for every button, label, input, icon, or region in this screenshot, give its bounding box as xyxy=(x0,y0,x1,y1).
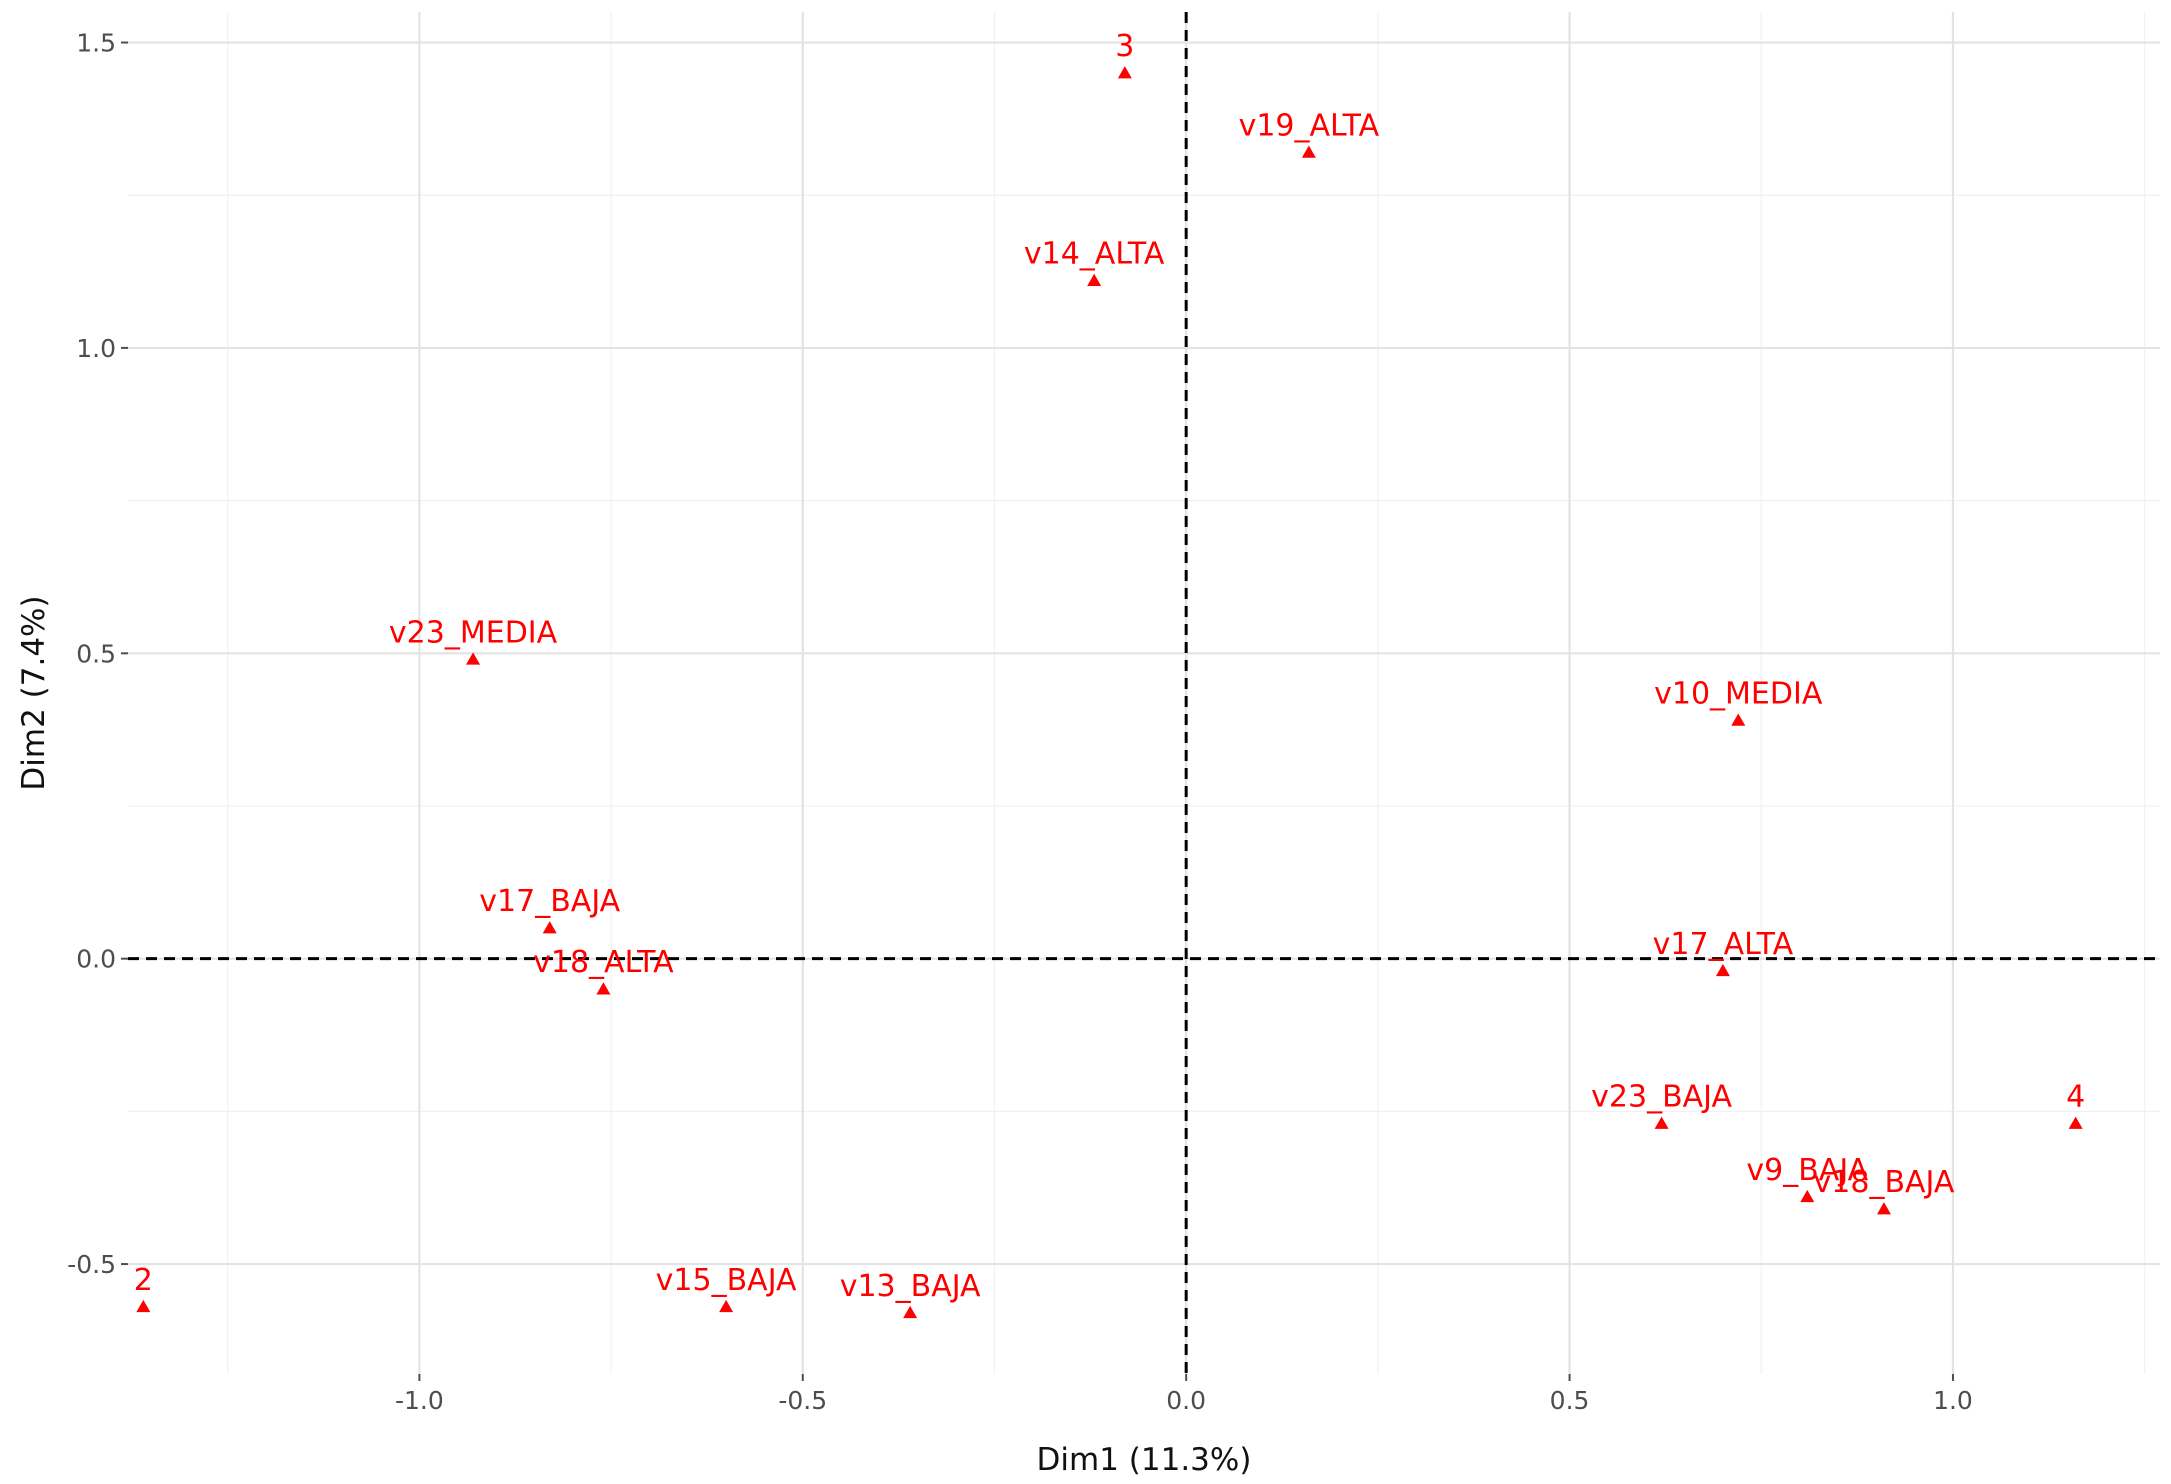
point-label-5: v17_BAJA xyxy=(479,884,620,919)
point-label-6: v18_ALTA xyxy=(533,945,674,980)
point-label-8: v23_BAJA xyxy=(1591,1080,1732,1115)
data-point-11: v18_BAJA xyxy=(1814,1165,1955,1215)
data-point-14: v13_BAJA xyxy=(840,1269,981,1319)
data-point-12: 2 xyxy=(134,1263,153,1313)
data-point-9: 4 xyxy=(2066,1080,2085,1129)
data-point-7: v17_ALTA xyxy=(1653,927,1794,977)
data-point-10: v9_BAJA xyxy=(1746,1153,1869,1203)
point-marker-6 xyxy=(596,982,611,995)
point-marker-12 xyxy=(136,1299,151,1313)
data-point-3: v23_MEDIA xyxy=(389,615,558,665)
y-tick-label-0: -0.5 xyxy=(67,1250,116,1279)
point-marker-10 xyxy=(1800,1189,1815,1203)
data-point-5: v17_BAJA xyxy=(479,884,621,934)
point-label-11: v18_BAJA xyxy=(1814,1165,1955,1200)
x-tick-label-3: 0.5 xyxy=(1550,1386,1590,1415)
point-marker-9 xyxy=(2068,1116,2083,1129)
point-marker-4 xyxy=(1731,713,1746,726)
data-point-2: v14_ALTA xyxy=(1024,237,1165,286)
point-label-14: v13_BAJA xyxy=(840,1269,981,1304)
point-label-13: v15_BAJA xyxy=(656,1263,797,1298)
x-tick-label-2: 0.0 xyxy=(1166,1386,1206,1415)
point-label-2: v14_ALTA xyxy=(1024,237,1165,272)
data-point-6: v18_ALTA xyxy=(533,945,674,995)
point-label-12: 2 xyxy=(134,1263,153,1298)
point-label-7: v17_ALTA xyxy=(1653,927,1794,962)
point-marker-1 xyxy=(1301,145,1316,158)
point-marker-7 xyxy=(1715,963,1730,977)
point-label-9: 4 xyxy=(2066,1080,2085,1115)
y-tick-label-4: 1.5 xyxy=(76,29,116,58)
x-axis: -1.0 -0.5 0.0 0.5 1.0 xyxy=(395,1374,1973,1415)
minor-grid xyxy=(128,12,2160,1374)
point-marker-3 xyxy=(466,652,481,665)
point-marker-8 xyxy=(1654,1116,1669,1129)
data-point-1: v19_ALTA xyxy=(1239,108,1380,158)
point-marker-11 xyxy=(1876,1202,1891,1215)
x-tick-label-4: 1.0 xyxy=(1933,1386,1973,1415)
y-tick-label-3: 1.0 xyxy=(76,334,116,363)
point-label-4: v10_MEDIA xyxy=(1654,676,1823,711)
point-marker-14 xyxy=(903,1305,918,1319)
y-tick-label-1: 0.0 xyxy=(76,945,116,974)
point-marker-0 xyxy=(1117,66,1132,79)
reference-lines xyxy=(128,12,2160,1374)
data-point-8: v23_BAJA xyxy=(1591,1080,1732,1129)
x-tick-label-1: -0.5 xyxy=(778,1386,827,1415)
data-point-13: v15_BAJA xyxy=(656,1263,797,1313)
point-label-10: v9_BAJA xyxy=(1746,1153,1868,1188)
point-marker-5 xyxy=(542,921,557,934)
point-marker-2 xyxy=(1087,273,1102,286)
y-axis-title: Dim2 (7.4%) xyxy=(16,595,52,790)
point-label-1: v19_ALTA xyxy=(1239,108,1380,143)
x-tick-label-0: -1.0 xyxy=(395,1386,444,1415)
y-tick-label-2: 0.5 xyxy=(76,639,116,668)
point-label-3: v23_MEDIA xyxy=(389,615,558,650)
point-marker-13 xyxy=(719,1299,734,1313)
data-points: 3 v19_ALTA v14_ALTA v23_MEDIA v10_MEDIA v17_B… xyxy=(134,29,2085,1319)
data-point-0: 3 xyxy=(1115,29,1134,79)
x-axis-title: Dim1 (11.3%) xyxy=(1037,1442,1252,1478)
y-axis: -0.5 0.0 0.5 1.0 1.5 xyxy=(67,29,128,1279)
data-point-4: v10_MEDIA xyxy=(1654,676,1823,726)
point-label-0: 3 xyxy=(1115,29,1134,64)
